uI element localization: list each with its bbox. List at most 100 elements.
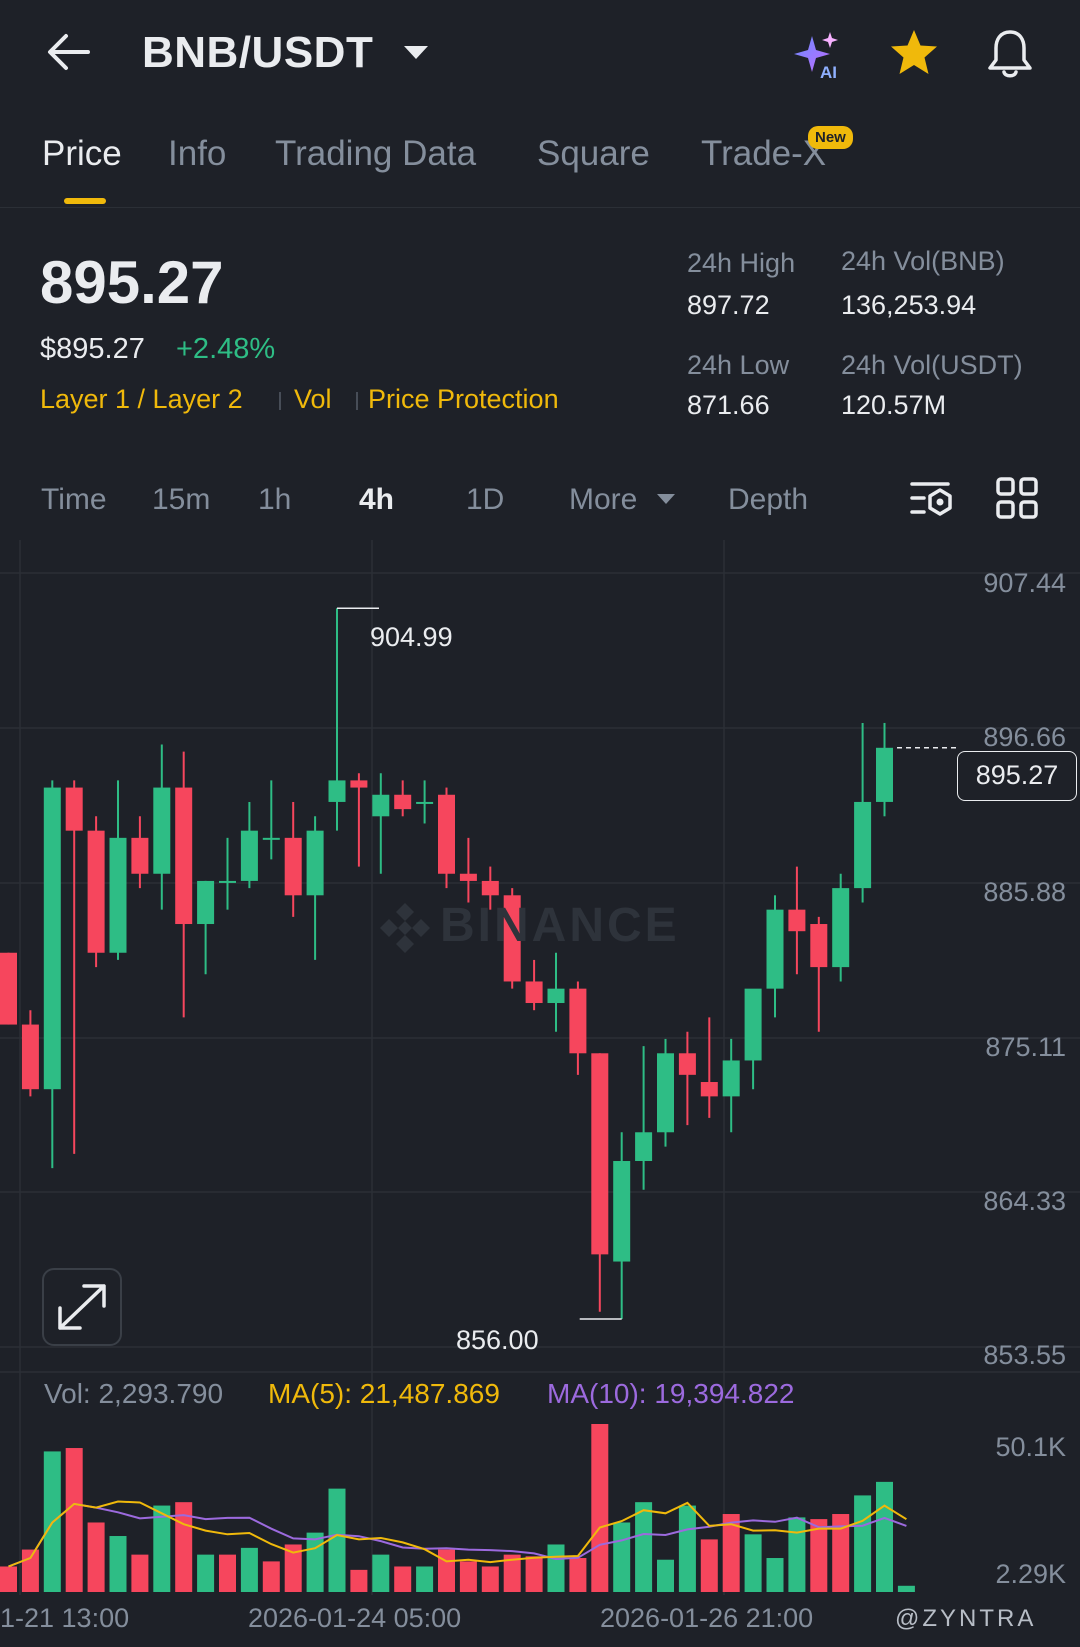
interval-depth[interactable]: Depth [728, 483, 809, 516]
interval-time[interactable]: Time [41, 483, 107, 516]
back-arrow-icon[interactable] [42, 28, 98, 80]
candle-body [262, 837, 280, 840]
candle-body [43, 787, 61, 1090]
volume-bar [635, 1502, 653, 1592]
volume-bar [262, 1561, 280, 1592]
volume-bar [306, 1532, 324, 1592]
active-tab-indicator [64, 198, 106, 204]
vol-axis-tick: 2.29K [995, 1559, 1066, 1589]
volume-bar [219, 1554, 236, 1592]
y-axis-tick: 907.44 [983, 568, 1066, 598]
volume-bar [744, 1534, 762, 1592]
tag-divider [279, 392, 281, 410]
volume-bar [328, 1488, 346, 1592]
vol-legend-vol: Vol: 2,293.790 [44, 1378, 224, 1409]
volume-bar [854, 1495, 872, 1592]
candle-body [416, 801, 434, 804]
candlestick-chart[interactable] [0, 540, 1080, 1647]
interval-4h[interactable]: 4h [359, 483, 395, 516]
pair-title[interactable]: BNB/USDT [142, 28, 374, 77]
tag-vol[interactable]: Vol [294, 384, 332, 414]
candle-body [788, 909, 806, 932]
volume-bar [372, 1554, 390, 1592]
volume-bar [613, 1522, 631, 1592]
tab-trading-data[interactable]: Trading Data [275, 134, 477, 173]
expand-chart-button[interactable] [42, 1268, 122, 1346]
top-bar: BNB/USDT AI [0, 0, 1080, 110]
ma5-line [8, 1500, 907, 1568]
layout-grid-icon[interactable] [993, 474, 1043, 524]
candle-body [21, 1024, 39, 1090]
volume-bar [503, 1554, 521, 1592]
usd-price: $895.27 [40, 333, 145, 365]
candle-body [547, 988, 565, 1004]
interval-1d[interactable]: 1D [466, 483, 505, 516]
candle-body [613, 1161, 631, 1262]
price-change-percent: +2.48% [176, 333, 276, 365]
volume-bar [0, 1566, 17, 1592]
volume-bar [394, 1566, 412, 1592]
new-badge: New [808, 126, 853, 149]
tag-divider [356, 392, 358, 410]
volume-bar [766, 1558, 784, 1592]
stat-high-label: 24h High [687, 248, 796, 278]
x-axis-tick: 2026-01-26 21:00 [600, 1603, 814, 1633]
favorite-star-icon[interactable] [886, 26, 942, 82]
candle-body [350, 780, 368, 788]
interval-15m[interactable]: 15m [152, 483, 211, 516]
stat-vol-base-value: 136,253.94 [841, 290, 977, 320]
volume-bar [87, 1522, 105, 1592]
candle-body [0, 952, 17, 1025]
tag-layer[interactable]: Layer 1 / Layer 2 [40, 384, 243, 414]
stat-vol-base-label: 24h Vol(BNB) [841, 246, 1005, 276]
volume-bar [21, 1549, 39, 1592]
volume-bar [153, 1505, 171, 1592]
volume-bar [722, 1514, 740, 1592]
last-price: 895.27 [40, 249, 224, 316]
candle-body [328, 780, 346, 802]
volume-bar [788, 1517, 806, 1592]
volume-bar [459, 1561, 477, 1592]
ai-sparkle-icon[interactable]: AI [790, 26, 846, 82]
volume-bar [350, 1569, 368, 1592]
volume-bar [678, 1505, 696, 1592]
tab-trade-x[interactable]: Trade-X [701, 134, 827, 173]
tab-square[interactable]: Square [537, 134, 650, 173]
stat-low-label: 24h Low [687, 350, 790, 380]
stat-vol-quote-value: 120.57M [841, 390, 947, 420]
candle-body [525, 981, 543, 1004]
volume-bar [591, 1424, 609, 1592]
interval-1h[interactable]: 1h [258, 483, 292, 516]
tab-price[interactable]: Price [42, 134, 122, 173]
stat-high-value: 897.72 [687, 290, 770, 320]
vol-axis-tick: 50.1K [995, 1432, 1066, 1462]
candle-body [65, 787, 83, 831]
candle-body [197, 880, 215, 925]
volume-bar [197, 1554, 215, 1592]
volume-bar [65, 1448, 83, 1592]
candle-body [854, 801, 872, 889]
svg-text:AI: AI [820, 63, 837, 82]
candle-body [481, 880, 499, 896]
indicator-settings-icon[interactable] [908, 474, 958, 524]
y-axis-tick: 885.88 [983, 877, 1066, 907]
candle-body [240, 830, 258, 881]
tag-price-protection[interactable]: Price Protection [368, 384, 559, 414]
interval-more[interactable]: More [569, 483, 638, 516]
tab-info[interactable]: Info [168, 134, 227, 173]
more-caret-icon[interactable] [657, 494, 675, 504]
volume-bar [109, 1536, 127, 1592]
candle-body [131, 837, 149, 874]
volume-bar [284, 1544, 302, 1592]
volume-bar [240, 1547, 258, 1592]
alert-bell-icon[interactable] [982, 26, 1038, 82]
volume-bar [525, 1556, 543, 1592]
x-axis-tick: 2026-01-24 05:00 [248, 1603, 462, 1633]
candle-body [876, 747, 893, 802]
candle-body [722, 1060, 740, 1097]
volume-bar [131, 1554, 149, 1592]
volume-bar [569, 1558, 587, 1592]
brand-watermark: @ZYNTRA [895, 1605, 1037, 1632]
pair-dropdown-caret-icon[interactable] [404, 46, 428, 59]
candle-body [744, 988, 762, 1061]
